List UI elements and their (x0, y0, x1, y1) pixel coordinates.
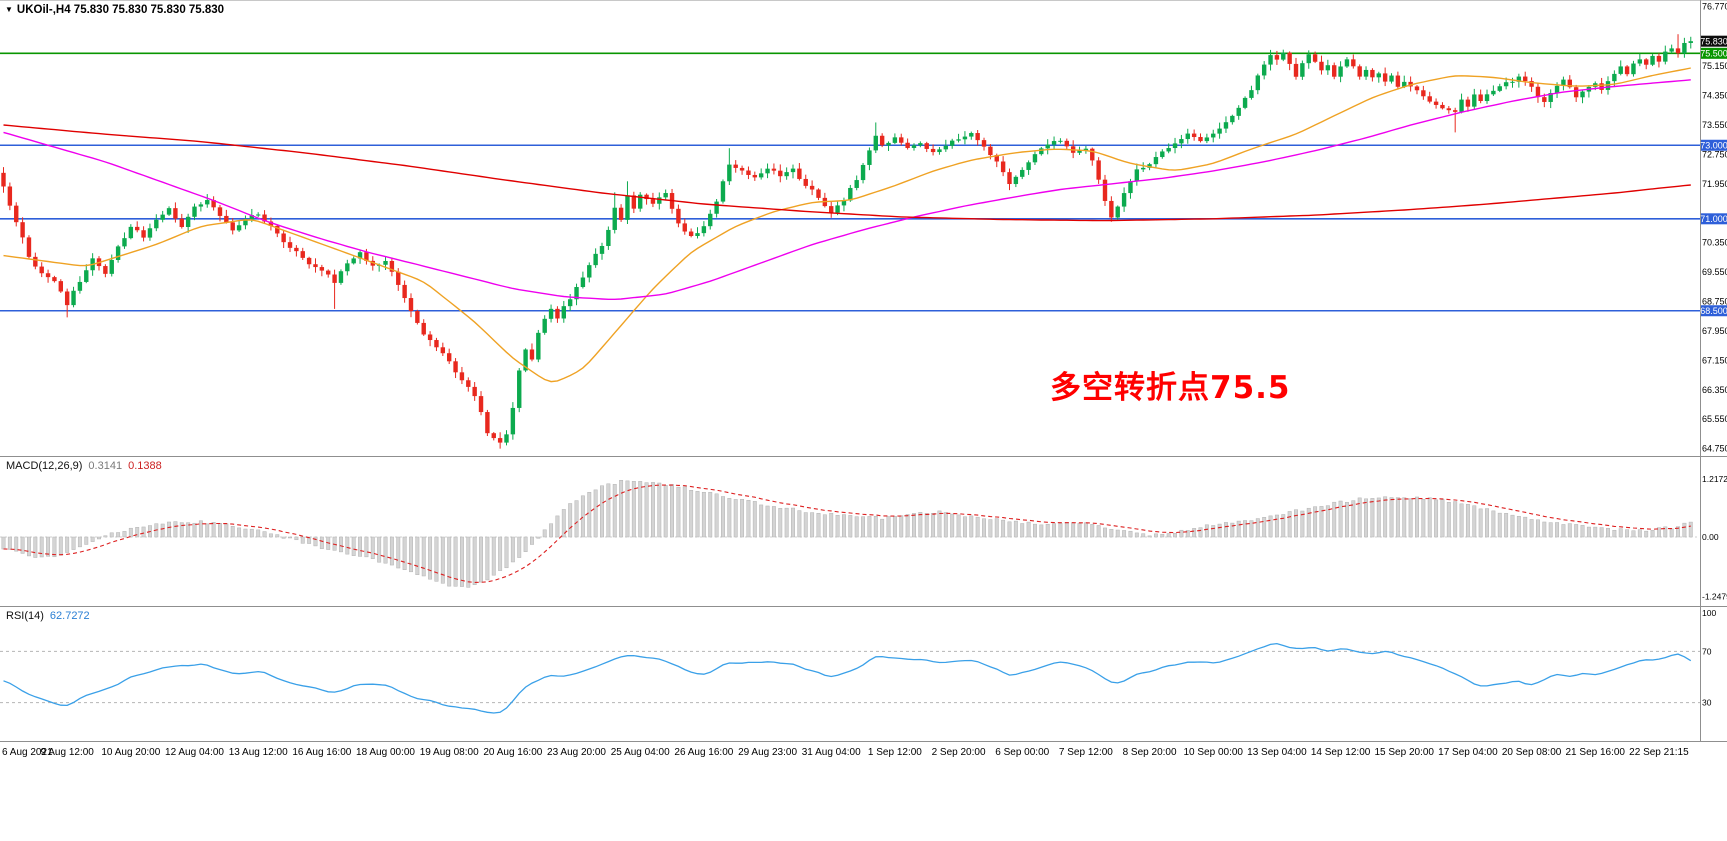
fast-ma (3, 67, 1691, 383)
svg-text:25 Aug 04:00: 25 Aug 04:00 (611, 747, 670, 758)
svg-text:69.550: 69.550 (1702, 267, 1727, 277)
svg-text:73.550: 73.550 (1702, 120, 1727, 130)
macd-indicator-label: MACD(12,26,9) 0.3141 0.1388 (6, 460, 162, 472)
svg-text:12 Aug 04:00: 12 Aug 04:00 (165, 747, 224, 758)
svg-text:71.000: 71.000 (1700, 214, 1727, 224)
svg-text:75.500: 75.500 (1700, 49, 1727, 59)
svg-text:64.750: 64.750 (1702, 444, 1727, 454)
rsi-line (3, 642, 1692, 714)
svg-text:73.000: 73.000 (1700, 140, 1727, 150)
svg-text:20 Sep 08:00: 20 Sep 08:00 (1502, 747, 1562, 758)
svg-text:8 Sep 20:00: 8 Sep 20:00 (1123, 747, 1177, 758)
medium-ma (3, 79, 1691, 300)
macd-name: MACD(12,26,9) (6, 460, 83, 472)
svg-text:1.2172: 1.2172 (1702, 474, 1727, 484)
svg-text:30: 30 (1702, 698, 1712, 708)
macd-layer (0, 480, 1700, 588)
rsi-layer (0, 642, 1700, 714)
svg-text:75.150: 75.150 (1702, 61, 1727, 71)
svg-text:70.350: 70.350 (1702, 238, 1727, 248)
price-annotation-text: 多空转折点75.5 (1050, 370, 1291, 406)
macd-main-value: 0.3141 (88, 460, 123, 472)
svg-text:10 Sep 00:00: 10 Sep 00:00 (1183, 747, 1243, 758)
chart-title: ▼ UKOil-,H4 75.830 75.830 75.830 75.830 (5, 4, 224, 16)
moving-averages-layer (3, 67, 1691, 383)
indicator-axes: 1.2172 0.00 -1.2479 100 70 30 (1702, 474, 1727, 707)
svg-text:31 Aug 04:00: 31 Aug 04:00 (802, 747, 861, 758)
macd-signal-value: 0.1388 (128, 460, 162, 472)
horizontal-levels (0, 52, 1700, 312)
svg-text:16 Aug 16:00: 16 Aug 16:00 (292, 747, 351, 758)
svg-text:68.500: 68.500 (1700, 306, 1727, 316)
svg-text:26 Aug 16:00: 26 Aug 16:00 (674, 747, 733, 758)
svg-text:0.00: 0.00 (1702, 532, 1719, 542)
svg-text:23 Aug 20:00: 23 Aug 20:00 (547, 747, 606, 758)
svg-text:20 Aug 16:00: 20 Aug 16:00 (483, 747, 542, 758)
slow-ma (3, 124, 1691, 222)
svg-text:17 Sep 04:00: 17 Sep 04:00 (1438, 747, 1498, 758)
svg-text:67.950: 67.950 (1702, 326, 1727, 336)
svg-text:29 Aug 23:00: 29 Aug 23:00 (738, 747, 797, 758)
rsi-value: 62.7272 (49, 610, 90, 622)
svg-text:75.830: 75.830 (1700, 36, 1727, 46)
svg-text:9 Aug 12:00: 9 Aug 12:00 (40, 747, 94, 758)
svg-text:68.750: 68.750 (1702, 297, 1727, 307)
price-axis: 76.770 75.150 74.350 73.550 72.750 71.950 70.3… (1700, 2, 1727, 454)
svg-text:21 Sep 16:00: 21 Sep 16:00 (1566, 747, 1626, 758)
rsi-name: RSI(14) (6, 610, 44, 622)
svg-text:7 Sep 12:00: 7 Sep 12:00 (1059, 747, 1113, 758)
svg-text:71.950: 71.950 (1702, 179, 1727, 189)
svg-text:-1.2479: -1.2479 (1702, 591, 1727, 601)
candles-layer (1, 34, 1693, 449)
svg-text:6 Aug 2021: 6 Aug 2021 (2, 747, 53, 758)
svg-text:6 Sep 00:00: 6 Sep 00:00 (995, 747, 1049, 758)
svg-text:67.150: 67.150 (1702, 355, 1727, 365)
svg-text:70: 70 (1702, 646, 1712, 656)
svg-text:19 Aug 08:00: 19 Aug 08:00 (420, 747, 479, 758)
rsi-indicator-label: RSI(14) 62.7272 (6, 610, 90, 622)
svg-text:10 Aug 20:00: 10 Aug 20:00 (101, 747, 160, 758)
svg-text:76.770: 76.770 (1702, 2, 1727, 12)
svg-text:74.350: 74.350 (1702, 91, 1727, 101)
chart-dropdown-icon[interactable]: ▼ (5, 5, 13, 14)
symbol-period-label: UKOil-,H4 (16, 4, 71, 16)
svg-text:22 Sep 21:15: 22 Sep 21:15 (1629, 747, 1689, 758)
svg-text:100: 100 (1702, 608, 1716, 618)
ohlc-values: 75.830 75.830 75.830 75.830 (73, 4, 225, 16)
svg-text:65.550: 65.550 (1702, 414, 1727, 424)
svg-text:1 Sep 12:00: 1 Sep 12:00 (868, 747, 922, 758)
svg-text:13 Sep 04:00: 13 Sep 04:00 (1247, 747, 1307, 758)
svg-text:66.350: 66.350 (1702, 385, 1727, 395)
panel-separators (0, 0, 1727, 742)
svg-text:18 Aug 00:00: 18 Aug 00:00 (356, 747, 415, 758)
svg-text:15 Sep 20:00: 15 Sep 20:00 (1374, 747, 1434, 758)
svg-text:13 Aug 12:00: 13 Aug 12:00 (229, 747, 288, 758)
svg-text:14 Sep 12:00: 14 Sep 12:00 (1311, 747, 1371, 758)
svg-text:2 Sep 20:00: 2 Sep 20:00 (932, 747, 986, 758)
svg-text:72.750: 72.750 (1702, 149, 1727, 159)
